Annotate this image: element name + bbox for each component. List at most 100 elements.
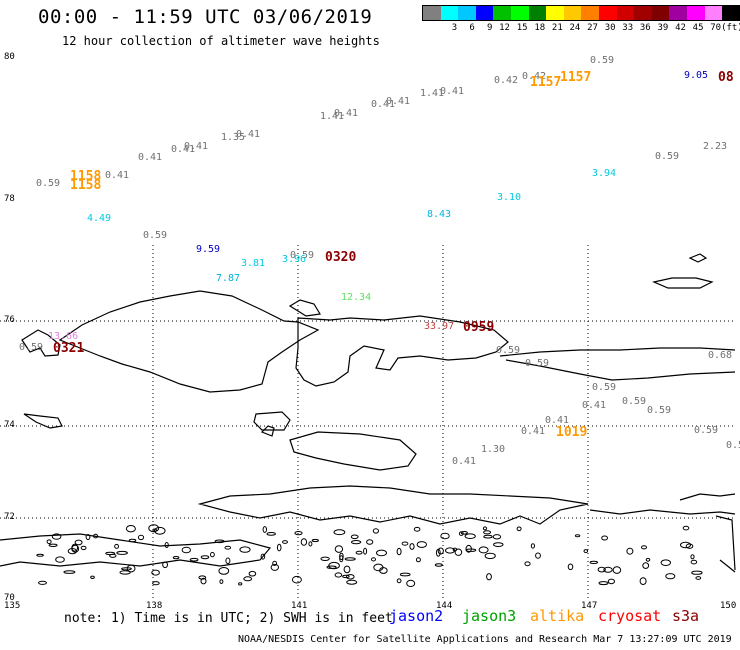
wave-height-label: 0.41 — [184, 141, 209, 152]
lon-label: 138 — [146, 601, 163, 611]
legend-tick-label: 18 — [534, 23, 546, 33]
legend-swatch — [510, 6, 529, 20]
island — [406, 579, 416, 588]
island — [218, 567, 230, 575]
lon-label: 135 — [4, 601, 21, 611]
wave-height-label: 0321 — [53, 341, 85, 356]
island — [583, 549, 589, 554]
wave-height-label: 0.41 — [371, 99, 396, 110]
legend-unit: (ft) — [721, 23, 740, 33]
island — [36, 553, 44, 557]
island — [162, 561, 169, 569]
legend-tick-label: 39 — [657, 23, 669, 33]
island — [434, 563, 443, 567]
legend-tick-label: 12 — [499, 23, 510, 33]
island — [219, 579, 224, 584]
wave-height-label: 0.59 — [36, 178, 61, 189]
island — [38, 580, 47, 585]
wave-height-label: 8.43 — [427, 209, 452, 220]
island — [483, 534, 493, 539]
wave-height-label: 3.81 — [241, 258, 266, 269]
legend-swatches — [422, 5, 740, 21]
footnote: note: 1) Time is in UTC; 2) SWH is in fe… — [64, 611, 393, 626]
island — [665, 573, 676, 580]
island — [137, 534, 145, 541]
island — [339, 552, 344, 561]
legend-tick-label: 33 — [622, 23, 634, 33]
island — [334, 545, 344, 553]
island — [48, 543, 58, 547]
island — [366, 539, 374, 545]
island — [320, 556, 330, 561]
island — [363, 547, 368, 555]
wave-height-label: 3.96 — [282, 254, 307, 265]
island — [71, 543, 79, 552]
legend-tick-label: 9 — [486, 23, 493, 33]
island — [262, 526, 267, 533]
island — [493, 542, 504, 547]
island — [601, 535, 608, 541]
island — [210, 551, 215, 558]
island — [46, 539, 52, 545]
wave-height-label: 0959 — [463, 320, 495, 335]
wave-height-label: 3.10 — [497, 192, 522, 203]
legend-swatch — [546, 6, 564, 20]
coastline — [0, 253, 736, 573]
lon-label: 144 — [436, 601, 453, 611]
wave-height-label: 0.41 — [582, 400, 607, 411]
island — [152, 581, 160, 586]
island — [151, 569, 160, 576]
wave-height-label: 2.23 — [703, 141, 728, 152]
island — [119, 570, 131, 575]
island — [291, 575, 302, 584]
island — [355, 550, 363, 555]
map-subtitle: 12 hour collection of altimeter wave hei… — [62, 34, 380, 48]
island — [598, 581, 609, 586]
legend-swatch — [616, 6, 635, 20]
island — [435, 548, 441, 557]
island — [90, 575, 95, 579]
island — [334, 572, 343, 578]
wave-height-label: 0.42 — [494, 75, 519, 86]
wave-height-label: 7.87 — [216, 273, 241, 284]
wave-height-label: 0.59 — [655, 151, 680, 162]
island — [225, 557, 231, 565]
wave-height-label: 1158 — [70, 169, 102, 184]
island — [415, 557, 421, 563]
island — [680, 541, 691, 549]
island — [660, 559, 671, 567]
island — [328, 561, 340, 570]
wave-height-label: 0.41 — [105, 170, 130, 181]
island — [270, 563, 279, 571]
island — [437, 547, 444, 555]
wave-height-label: 1.30 — [481, 444, 506, 455]
satellite-s3a: s3a — [672, 607, 700, 625]
island — [181, 546, 192, 554]
legend-swatch — [634, 6, 652, 20]
island — [682, 525, 690, 531]
legend-swatch — [669, 6, 687, 20]
island — [282, 540, 288, 544]
wave-height-label: 0.59 — [525, 358, 550, 369]
island — [486, 573, 492, 581]
island — [376, 549, 387, 557]
legend-tick-label: 15 — [516, 23, 528, 33]
island — [626, 547, 634, 555]
island — [333, 529, 346, 536]
wave-height-label: 0.41 — [452, 456, 477, 467]
lat-label: 76 — [4, 315, 15, 325]
legend-swatch — [704, 6, 723, 20]
island — [339, 555, 344, 563]
wave-height-label: 0.41 — [521, 426, 546, 437]
legend-swatch — [651, 6, 670, 20]
legend-swatch — [598, 6, 617, 20]
island — [379, 567, 388, 574]
island — [465, 548, 477, 552]
credit-footer: NOAA/NESDIS Center for Satellite Applica… — [238, 634, 732, 645]
island — [93, 533, 99, 539]
island — [311, 538, 319, 543]
island — [344, 557, 356, 561]
island — [460, 531, 468, 535]
legend-tick-label: 42 — [675, 23, 686, 33]
